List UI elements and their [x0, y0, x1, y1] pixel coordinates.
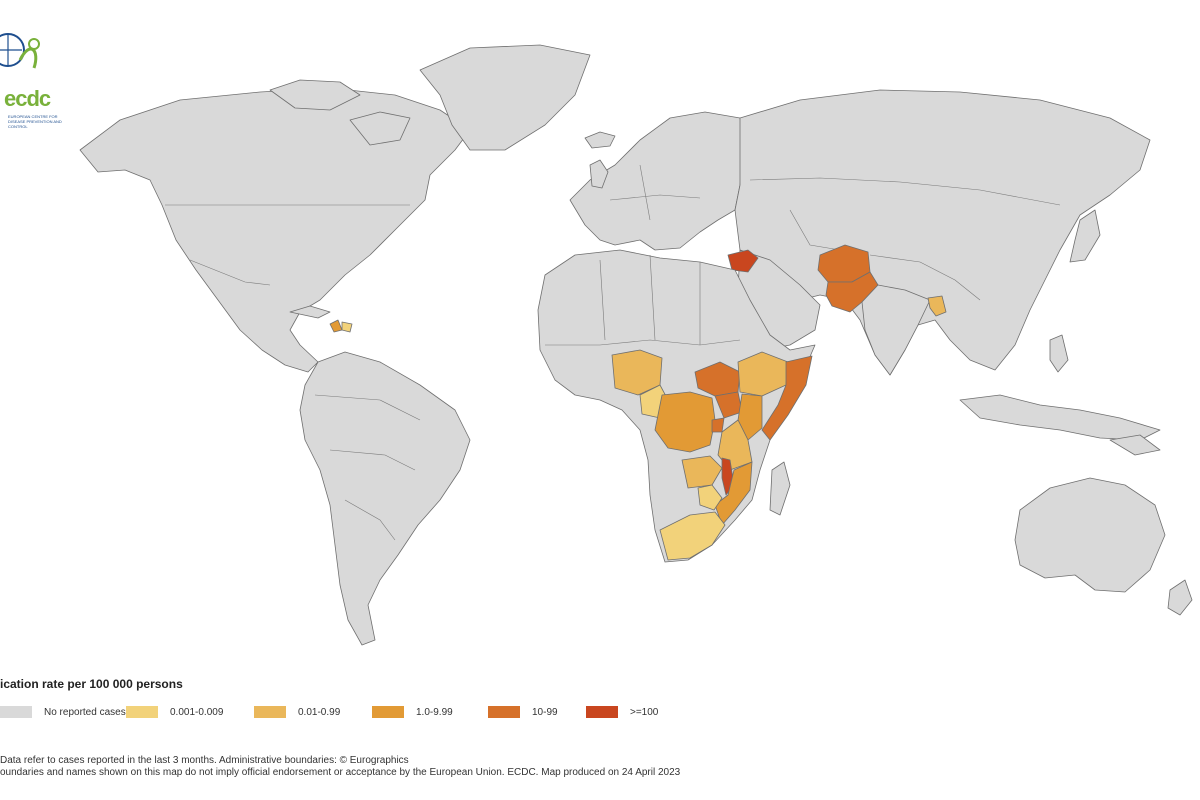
legend-label: No reported cases — [44, 706, 126, 718]
land-papua — [1109, 434, 1161, 456]
legend-label: 10-99 — [532, 706, 558, 718]
border-russia-south — [749, 177, 1061, 206]
legend-title: ication rate per 100 000 persons — [0, 677, 183, 691]
land-north-america — [79, 87, 471, 373]
land-philippines — [1049, 334, 1069, 373]
border-europe-2 — [639, 164, 651, 221]
ecdc-globe-icon — [0, 33, 40, 69]
region-drc — [654, 391, 716, 453]
border-south-america-2 — [329, 449, 416, 471]
legend-swatch — [254, 706, 286, 718]
land-new-zealand — [1167, 579, 1193, 616]
region-bangladesh — [927, 295, 947, 317]
world-map — [79, 44, 1193, 646]
land-indonesia — [959, 394, 1161, 441]
region-south-africa — [659, 511, 726, 561]
land-south-america — [299, 351, 471, 646]
border-south-america-3 — [344, 499, 396, 541]
footnote-disclaimer: oundaries and names shown on this map do… — [0, 767, 681, 778]
region-kenya — [737, 393, 763, 441]
legend-item-5: >=100 — [586, 705, 658, 719]
legend-swatch — [586, 706, 618, 718]
legend-label: 0.01-0.99 — [298, 706, 341, 718]
legend-item-1: 0.001-0.009 — [126, 705, 223, 719]
land-madagascar — [769, 461, 791, 516]
land-arctic-islands-2 — [349, 111, 411, 146]
legend-item-2: 0.01-0.99 — [254, 705, 340, 719]
logo-subtitle: EUROPEAN CENTRE FOR DISEASE PREVENTION A… — [8, 114, 62, 129]
land-greenland — [419, 44, 591, 151]
border-europe-1 — [609, 194, 701, 201]
ecdc-logo: ecdc EUROPEAN CENTRE FOR DISEASE PREVENT… — [0, 20, 64, 130]
border-usa-mexico — [189, 259, 271, 286]
legend-label: 0.001-0.009 — [170, 706, 224, 718]
legend-item-4: 10-99 — [488, 705, 558, 719]
legend-swatch — [126, 706, 158, 718]
border-central-asia — [789, 209, 841, 251]
region-haiti — [329, 319, 343, 333]
region-dominican-republic — [341, 321, 353, 333]
logo-wordmark: ecdc — [4, 86, 51, 111]
land-uk — [589, 159, 609, 189]
legend-swatch — [372, 706, 404, 718]
border-africa-north — [599, 254, 701, 345]
legend-item-3: 1.0-9.99 — [372, 705, 453, 719]
legend-label: 1.0-9.99 — [416, 706, 453, 718]
region-zambia — [681, 455, 723, 489]
land-india — [861, 284, 931, 376]
region-zimbabwe — [697, 484, 723, 511]
border-africa-sahel — [545, 339, 741, 346]
legend-item-no-reported: No reported cases — [0, 705, 126, 719]
region-mozambique — [714, 461, 753, 526]
legend-swatch — [488, 706, 520, 718]
region-burundi — [711, 417, 725, 433]
legend-label: >=100 — [630, 706, 659, 718]
region-somalia — [761, 355, 813, 441]
land-iceland — [584, 131, 616, 149]
land-arctic-islands — [269, 79, 361, 111]
border-china-india — [869, 254, 981, 301]
border-south-america-1 — [314, 394, 421, 421]
region-syria — [727, 249, 759, 273]
footnote-data-source: Data refer to cases reported in the last… — [0, 755, 409, 766]
legend-swatch — [0, 706, 32, 718]
land-cuba — [289, 305, 331, 319]
land-japan — [1069, 209, 1101, 263]
land-australia — [1014, 477, 1166, 593]
